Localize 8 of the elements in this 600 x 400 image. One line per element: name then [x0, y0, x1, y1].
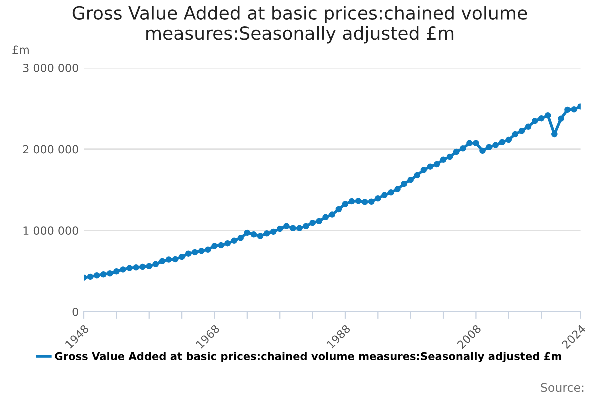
source-note: Source: [541, 383, 584, 392]
y-tick-label: 0 [72, 308, 78, 316]
y-tick-label: 1 000 000 [24, 226, 78, 236]
y-tick-label: 3 000 000 [23, 64, 78, 72]
chart-title: Gross Value Added at basic prices:chained volume measures:Seasonally adjusted £m [72, 6, 528, 44]
y-tick-label: 2 000 000 [23, 145, 78, 154]
legend-label: Gross Value Added at basic prices:chained volume measures:Seasonally adjusted £m [55, 352, 562, 362]
y-axis-title: £m [12, 46, 29, 54]
